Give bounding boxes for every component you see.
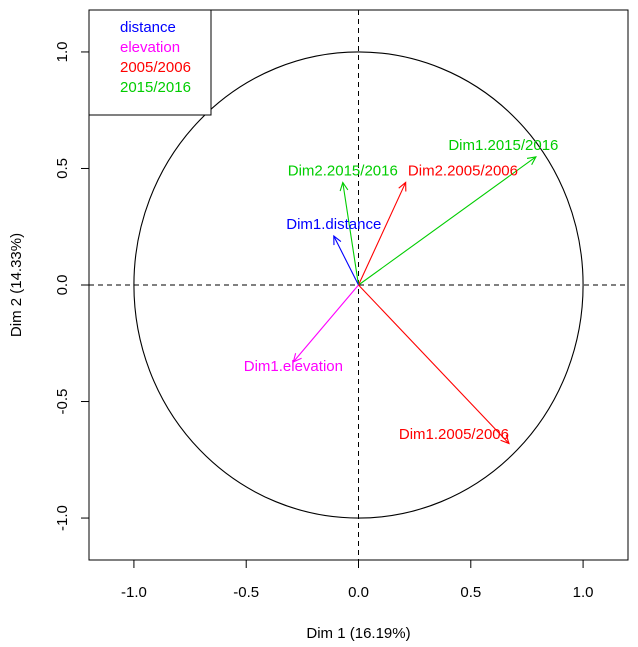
vector-shaft <box>358 156 537 286</box>
x-axis-title: Dim 1 (16.19%) <box>306 625 410 642</box>
vector-shaft <box>292 284 359 363</box>
vector-arrowhead <box>500 434 510 445</box>
y-tick-label: 0.5 <box>54 158 71 179</box>
y-tick-label: 0.0 <box>54 275 71 296</box>
x-tick-label: 0.5 <box>460 584 481 601</box>
vector-label: Dim1.2015/2016 <box>448 137 558 154</box>
vector-label: Dim2.2005/2006 <box>408 162 518 179</box>
vector-arrowhead <box>333 234 342 246</box>
vector-arrowhead <box>292 353 302 363</box>
x-tick-label: 0.0 <box>348 584 369 601</box>
x-tick-label: -0.5 <box>233 584 259 601</box>
vector-arrowhead <box>398 181 407 192</box>
vector-arrow <box>292 284 359 363</box>
vector-label: Dim1.distance <box>286 216 381 233</box>
vector-shaft <box>333 235 359 286</box>
vector-arrow <box>358 156 537 286</box>
legend-entry: distance <box>120 19 176 36</box>
x-tick-label: 1.0 <box>573 584 594 601</box>
y-tick-label: 1.0 <box>54 42 71 63</box>
vector-arrow <box>339 181 360 286</box>
vector-shaft <box>342 182 360 286</box>
legend-entry: elevation <box>120 39 180 56</box>
x-tick-label: -1.0 <box>121 584 147 601</box>
vector-shaft <box>358 284 510 444</box>
y-tick-label: -1.0 <box>54 505 71 531</box>
vector-arrow <box>358 284 510 445</box>
vector-arrow <box>358 181 407 286</box>
vector-label: Dim2.2015/2016 <box>288 162 398 179</box>
vector-label: Dim1.2005/2006 <box>399 426 509 443</box>
vector-shaft <box>358 182 407 286</box>
legend-entry: 2015/2016 <box>120 79 191 96</box>
y-axis-title: Dim 2 (14.33%) <box>8 233 25 337</box>
vector-arrowhead <box>339 181 349 192</box>
vector-arrowhead <box>526 156 537 165</box>
y-tick-label: -0.5 <box>54 389 71 415</box>
legend-box <box>88 9 212 116</box>
legend-entry: 2005/2006 <box>120 59 191 76</box>
vector-arrow <box>333 234 359 286</box>
vector-label: Dim1.elevation <box>244 358 343 375</box>
